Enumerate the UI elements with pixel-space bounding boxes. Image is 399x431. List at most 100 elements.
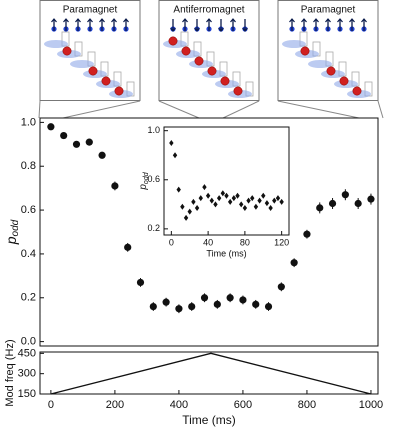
point xyxy=(183,214,189,221)
point xyxy=(316,204,324,212)
point xyxy=(264,200,270,207)
y-axis-label-main: p xyxy=(138,184,149,191)
point xyxy=(149,302,157,311)
point xyxy=(200,294,209,302)
atom xyxy=(114,86,124,96)
point xyxy=(268,205,273,211)
atom xyxy=(207,66,217,76)
atom xyxy=(62,46,72,56)
panel: Paramagnet xyxy=(38,0,141,119)
point xyxy=(205,192,211,199)
spin-head xyxy=(75,18,81,23)
spin-head xyxy=(99,18,105,23)
atom xyxy=(168,36,178,46)
point xyxy=(253,203,259,210)
point xyxy=(220,190,226,197)
point xyxy=(111,182,119,190)
point xyxy=(227,198,233,205)
chart: 150 300 450 0 200 400 600 800 1000 Time (ms) Mod f… xyxy=(4,339,383,427)
point xyxy=(175,305,183,313)
x-tick-label: 0 xyxy=(169,237,174,247)
chart: 0.2 0.6 1.0 0 40 80 120 Time (ms) podd xyxy=(138,125,290,258)
point xyxy=(226,294,234,302)
spin-head xyxy=(87,18,93,23)
lattice-well xyxy=(70,60,94,68)
point xyxy=(198,195,203,202)
zoom-line xyxy=(377,100,384,119)
point xyxy=(169,139,174,146)
x-tick-label: 800 xyxy=(298,399,316,411)
point xyxy=(194,205,200,211)
point xyxy=(264,302,273,311)
spin-head xyxy=(242,27,248,32)
point xyxy=(290,259,298,267)
spin-head xyxy=(218,27,224,32)
y-tick-label: 0.8 xyxy=(21,160,36,172)
y-tick-label: 0.2 xyxy=(147,223,160,233)
y-tick-label: 0.6 xyxy=(21,204,36,216)
spin-head xyxy=(337,18,343,23)
x-tick-label: 1000 xyxy=(359,399,383,411)
atom xyxy=(326,66,336,76)
panel-box xyxy=(39,0,141,101)
panel-label: Antiferromagnet xyxy=(173,5,244,16)
spin-head xyxy=(349,18,355,23)
atom xyxy=(233,86,243,96)
point xyxy=(188,302,196,311)
y-axis-label-sub: odd xyxy=(10,219,21,236)
y-tick-label: 450 xyxy=(18,347,36,359)
point xyxy=(367,195,375,203)
point xyxy=(354,199,362,208)
point xyxy=(162,298,170,306)
point xyxy=(85,138,93,146)
lattice-well xyxy=(282,40,306,48)
x-tick-label: 40 xyxy=(203,237,213,247)
point xyxy=(235,192,240,199)
x-tick-label: 600 xyxy=(234,399,252,411)
spin-head xyxy=(206,18,212,23)
atom xyxy=(300,46,310,56)
y-tick-label: 1.0 xyxy=(147,125,160,135)
y-tick-label: 150 xyxy=(18,388,36,400)
atom xyxy=(88,66,98,76)
point xyxy=(257,197,262,204)
point xyxy=(124,243,132,251)
atom xyxy=(339,76,349,86)
spin-head xyxy=(313,18,319,23)
point xyxy=(252,300,260,308)
x-tick-label: 200 xyxy=(106,399,124,411)
atom xyxy=(181,46,191,56)
point xyxy=(279,198,284,205)
spin-head xyxy=(51,18,57,23)
spin-head xyxy=(123,18,129,23)
point xyxy=(328,199,337,208)
point xyxy=(213,201,218,208)
y-axis-label: Mod freq (Hz) xyxy=(4,339,16,406)
line xyxy=(50,352,372,395)
point xyxy=(187,208,192,215)
point xyxy=(98,151,106,159)
spin-head xyxy=(230,18,236,23)
atom xyxy=(101,76,111,86)
spin-head xyxy=(170,27,176,32)
spin-head xyxy=(301,18,307,23)
panel-label: Paramagnet xyxy=(301,5,356,16)
y-axis-label-main: Mod freq (Hz) xyxy=(4,339,16,406)
point xyxy=(176,186,181,193)
atom xyxy=(352,86,362,96)
y-tick-label: 0.6 xyxy=(147,174,160,184)
point xyxy=(261,192,266,199)
y-axis-label-sub: odd xyxy=(143,171,150,184)
point xyxy=(180,203,185,210)
point xyxy=(209,197,214,204)
panel-box xyxy=(277,0,379,101)
point xyxy=(60,131,68,140)
point xyxy=(47,123,55,131)
y-axis-label: podd xyxy=(138,171,150,190)
y-axis-label-main: p xyxy=(3,236,19,245)
point xyxy=(191,198,196,205)
zoom-line xyxy=(222,100,260,119)
panel: Antiferromagnet xyxy=(158,0,260,119)
point xyxy=(213,300,221,308)
y-tick-label: 300 xyxy=(18,368,36,380)
